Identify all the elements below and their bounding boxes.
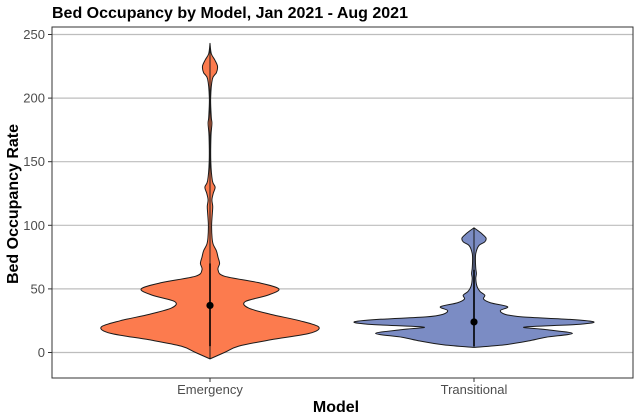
- x-tick-label: Transitional: [441, 382, 508, 397]
- y-axis-title: Bed Occupancy Rate: [5, 124, 22, 284]
- median-point: [206, 301, 214, 310]
- y-tick-label: 150: [23, 154, 45, 169]
- x-axis: Emergency Transitional: [177, 378, 507, 397]
- gridlines: [52, 33, 633, 354]
- y-tick-label: 100: [23, 218, 45, 233]
- y-tick-label: 0: [38, 345, 45, 360]
- y-tick-label: 50: [31, 281, 45, 296]
- x-axis-title: Model: [313, 399, 359, 416]
- violins: [100, 42, 595, 360]
- chart-title: Bed Occupancy by Model, Jan 2021 - Aug 2…: [52, 5, 408, 22]
- x-tick-label: Emergency: [177, 382, 243, 397]
- y-tick-label: 250: [23, 27, 45, 42]
- panel-border: [51, 26, 634, 379]
- y-tick-label: 200: [23, 91, 45, 106]
- median-point: [470, 318, 478, 326]
- y-axis: 0 50 100 150 200 250: [23, 27, 52, 360]
